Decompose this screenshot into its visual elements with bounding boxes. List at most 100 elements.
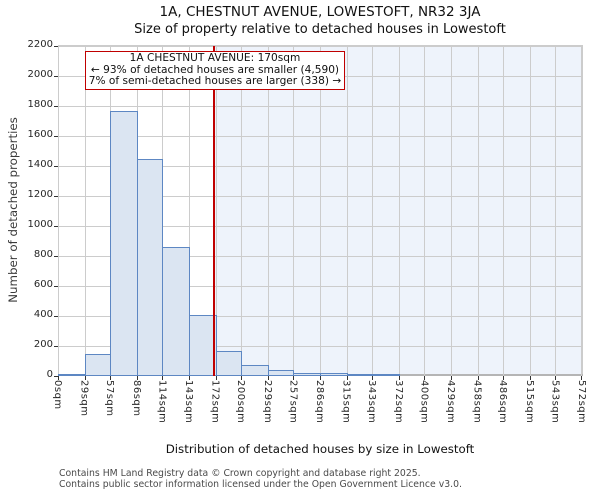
- annotation-line-2: ← 93% of detached houses are smaller (4,…: [90, 63, 340, 76]
- y-tick-label: 400: [33, 309, 53, 320]
- chart-subtitle: Size of property relative to detached ho…: [134, 22, 506, 37]
- x-tick-label: 200sqm: [235, 380, 247, 424]
- v-gridline: [189, 46, 190, 376]
- histogram-bar: [346, 374, 374, 376]
- x-tick-mark: [503, 376, 505, 380]
- y-tick-mark: [54, 106, 58, 107]
- histogram-bar: [372, 374, 400, 376]
- footer-attribution-line-1: Contains HM Land Registry data © Crown c…: [59, 468, 421, 479]
- histogram-bar: [136, 158, 164, 376]
- y-tick-mark: [54, 376, 58, 377]
- x-tick-mark: [581, 376, 582, 380]
- y-tick-label: 800: [33, 249, 53, 260]
- v-gridline: [555, 46, 557, 376]
- y-tick-label: 1000: [27, 219, 53, 230]
- y-tick-label: 200: [33, 339, 53, 350]
- x-tick-label: 572sqm: [576, 380, 587, 424]
- y-tick-label: 0: [46, 369, 53, 380]
- y-tick-mark: [54, 346, 58, 347]
- x-tick-label: 229sqm: [261, 380, 273, 424]
- y-tick-mark: [54, 226, 58, 227]
- v-gridline: [398, 46, 400, 376]
- x-tick-label: 515sqm: [523, 380, 535, 424]
- x-tick-label: 429sqm: [445, 380, 456, 424]
- x-tick-mark: [529, 376, 531, 380]
- y-tick-label: 1800: [27, 99, 53, 110]
- x-tick-label: 29sqm: [78, 380, 90, 417]
- x-tick-mark: [215, 376, 217, 380]
- x-tick-label: 172sqm: [209, 380, 221, 424]
- v-gridline: [84, 46, 86, 376]
- annotation-line-1: 1A CHESTNUT AVENUE: 170sqm: [129, 52, 301, 64]
- v-gridline: [293, 46, 295, 376]
- x-tick-label: 143sqm: [183, 380, 194, 424]
- x-tick-mark: [293, 376, 295, 380]
- x-tick-mark: [267, 376, 269, 380]
- histogram-bar: [162, 247, 190, 376]
- v-gridline: [241, 46, 243, 376]
- y-tick-mark: [54, 316, 58, 317]
- x-tick-label: 286sqm: [314, 380, 325, 424]
- v-gridline: [503, 46, 505, 376]
- y-tick-label: 2000: [27, 69, 53, 80]
- x-tick-label: 486sqm: [497, 380, 509, 424]
- x-tick-label: 0sqm: [52, 380, 63, 410]
- x-tick-label: 114sqm: [156, 380, 168, 424]
- histogram-bar: [293, 372, 321, 376]
- y-tick-label: 1600: [27, 129, 53, 140]
- histogram-bar: [84, 353, 112, 376]
- x-tick-mark: [162, 376, 164, 380]
- x-tick-mark: [110, 376, 112, 380]
- x-tick-mark: [189, 376, 190, 380]
- histogram-bar: [241, 364, 269, 376]
- y-tick-mark: [54, 76, 58, 77]
- y-tick-mark: [54, 46, 58, 47]
- footer-attribution-line-2: Contains public sector information licen…: [59, 479, 462, 490]
- x-tick-mark: [136, 376, 138, 380]
- v-gridline: [477, 46, 479, 376]
- x-tick-mark: [58, 376, 59, 380]
- v-gridline: [346, 46, 348, 376]
- v-gridline: [529, 46, 531, 376]
- histogram-bar: [320, 373, 348, 376]
- property-size-marker-line: [212, 46, 215, 376]
- plot-area: [54, 45, 583, 380]
- x-tick-mark: [398, 376, 400, 380]
- v-gridline: [58, 46, 59, 376]
- y-tick-label: 1400: [27, 159, 53, 170]
- x-tick-label: 257sqm: [287, 380, 299, 424]
- y-tick-mark: [54, 196, 58, 197]
- y-tick-label: 2200: [27, 39, 53, 50]
- region-larger-than-marker: [213, 46, 582, 376]
- v-gridline: [215, 46, 217, 376]
- y-axis-label: Number of detached properties: [6, 117, 20, 303]
- x-tick-label: 458sqm: [471, 380, 483, 424]
- x-tick-mark: [241, 376, 243, 380]
- x-tick-label: 372sqm: [392, 380, 404, 424]
- histogram-bar: [267, 370, 295, 376]
- v-gridline: [267, 46, 269, 376]
- x-axis-label: Distribution of detached houses by size …: [165, 442, 475, 456]
- v-gridline: [581, 46, 582, 376]
- x-tick-mark: [451, 376, 452, 380]
- y-tick-mark: [54, 166, 58, 167]
- chart-title: 1A, CHESTNUT AVENUE, LOWESTOFT, NR32 3JA: [159, 4, 481, 20]
- x-tick-label: 315sqm: [340, 380, 352, 424]
- x-tick-label: 343sqm: [366, 380, 378, 424]
- histogram-bar: [189, 315, 217, 376]
- v-gridline: [451, 46, 452, 376]
- annotation-box: 1A CHESTNUT AVENUE: 170sqm ← 93% of deta…: [85, 51, 345, 90]
- x-tick-label: 543sqm: [549, 380, 561, 424]
- x-tick-mark: [320, 376, 321, 380]
- y-tick-mark: [54, 286, 58, 287]
- y-tick-label: 1200: [27, 189, 53, 200]
- y-tick-label: 600: [33, 279, 53, 290]
- histogram-bar: [58, 374, 86, 376]
- v-gridline: [424, 46, 426, 376]
- x-tick-mark: [424, 376, 426, 380]
- x-tick-label: 57sqm: [104, 380, 116, 417]
- y-tick-mark: [54, 136, 58, 137]
- x-tick-label: 86sqm: [130, 380, 142, 417]
- x-tick-mark: [372, 376, 374, 380]
